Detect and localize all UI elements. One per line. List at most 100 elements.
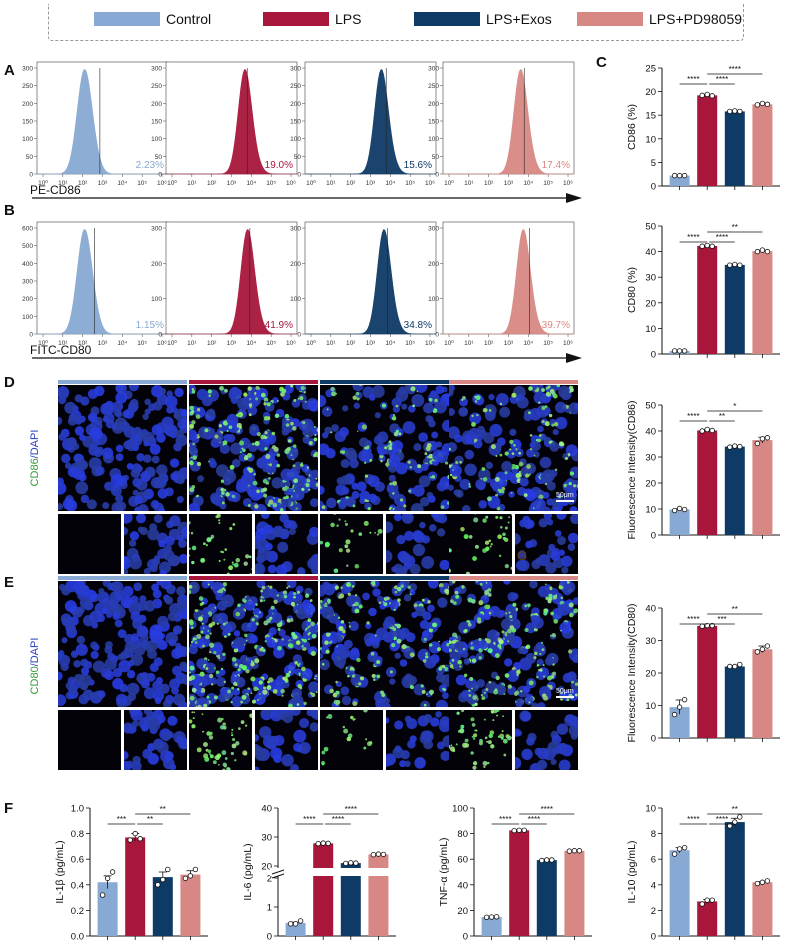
nucleus	[312, 426, 318, 436]
nucleus	[158, 507, 165, 511]
nucleus	[75, 418, 82, 425]
green-signal	[260, 434, 265, 440]
green-signal	[247, 504, 251, 508]
green-signal	[412, 404, 415, 408]
data-point	[754, 880, 761, 887]
nucleus	[441, 419, 449, 433]
green-signal	[260, 490, 263, 493]
green-signal	[233, 562, 239, 568]
bar	[752, 440, 773, 535]
histogram-curve	[305, 69, 436, 175]
data-point	[759, 879, 766, 885]
y-tick-label: 200	[290, 101, 301, 108]
axis-arrowhead	[566, 193, 582, 203]
nucleus	[64, 401, 77, 414]
nucleus	[309, 556, 318, 570]
x-tick-label: 10⁶	[286, 340, 296, 347]
green-signal	[330, 386, 335, 392]
x-tick-label: 10⁶	[157, 340, 167, 347]
legend-label: LPS+PD98059	[649, 11, 743, 27]
gate-percent: 17.4%	[542, 160, 570, 171]
nucleus	[255, 562, 266, 574]
nucleus	[180, 408, 187, 417]
green-signal	[338, 548, 343, 553]
y-tick-label: 500	[22, 243, 33, 250]
data-point	[325, 840, 331, 847]
y-tick-label: 250	[22, 83, 33, 90]
significance-label: ***	[717, 615, 726, 624]
green-signal	[265, 453, 271, 460]
green-signal	[364, 499, 368, 503]
green-signal	[228, 425, 233, 429]
data-point	[759, 247, 766, 253]
significance-label: **	[160, 805, 166, 814]
nucleus	[275, 564, 288, 574]
green-signal	[389, 506, 392, 510]
nucleus	[367, 475, 380, 488]
y-tick-label: 10	[645, 134, 656, 145]
green-signal	[223, 488, 227, 492]
y-tick-label: 0	[29, 332, 33, 339]
histogram-curve	[166, 229, 297, 335]
bar	[697, 95, 718, 186]
nucleus	[288, 528, 296, 536]
nucleus	[297, 567, 305, 574]
green-signal	[210, 537, 213, 540]
nucleus	[263, 524, 274, 534]
green-signal	[264, 431, 268, 435]
data-point	[727, 108, 733, 115]
y-tick-label: 250	[290, 83, 301, 90]
green-signal	[388, 440, 392, 444]
blue-channel-image	[255, 514, 318, 574]
significance-label: **	[732, 805, 738, 814]
green-signal	[191, 388, 195, 391]
data-point	[754, 248, 761, 255]
nucleus	[310, 480, 318, 490]
nucleus	[66, 437, 77, 448]
green-signal	[407, 460, 411, 464]
green-signal	[266, 402, 271, 407]
nucleus	[345, 497, 355, 507]
green-signal	[196, 408, 201, 412]
green-signal	[263, 493, 268, 498]
y-tick-label: 30	[645, 636, 656, 647]
data-point	[571, 848, 578, 854]
nucleus	[156, 433, 166, 443]
legend-box	[48, 4, 744, 41]
x-tick-label: 10⁴	[385, 180, 395, 187]
nucleus	[94, 385, 105, 397]
green-signal	[410, 386, 416, 392]
y-tick-label: 8	[651, 829, 656, 840]
nucleus	[338, 427, 349, 437]
nucleus	[320, 485, 325, 495]
panel-label-f: F	[4, 800, 14, 817]
x-tick-label: 10⁵	[543, 180, 553, 187]
green-signal	[276, 463, 281, 468]
nucleus	[177, 419, 187, 430]
nucleus	[320, 394, 327, 408]
y-tick-label: 300	[22, 279, 33, 286]
data-point	[132, 830, 138, 837]
nucleus	[340, 458, 350, 469]
green-signal	[218, 519, 221, 522]
nucleus	[164, 395, 178, 409]
y-tick-label: 0.6	[71, 855, 84, 866]
nucleus	[132, 489, 139, 496]
green-signal	[195, 495, 199, 498]
flow-cytometry-histograms: 0 50 100 150 200 250 300 10⁰ 10¹ 10² 10³ 10⁴ 10⁵ 10⁶ 2…	[22, 61, 582, 363]
data-point	[681, 844, 688, 851]
cell-field	[189, 514, 252, 574]
nucleus	[410, 502, 424, 511]
x-tick-label: 10⁴	[117, 340, 127, 347]
green-signal	[276, 453, 281, 457]
group-color-strip	[58, 380, 187, 384]
panel-label-e: E	[4, 574, 15, 591]
nucleus	[161, 416, 174, 429]
green-signal	[356, 430, 359, 433]
data-point	[732, 443, 738, 449]
x-tick-label: 10¹	[187, 340, 197, 347]
green-signal	[444, 461, 449, 465]
y-tick-label: 150	[428, 119, 439, 126]
significance-label: ****	[729, 65, 741, 74]
